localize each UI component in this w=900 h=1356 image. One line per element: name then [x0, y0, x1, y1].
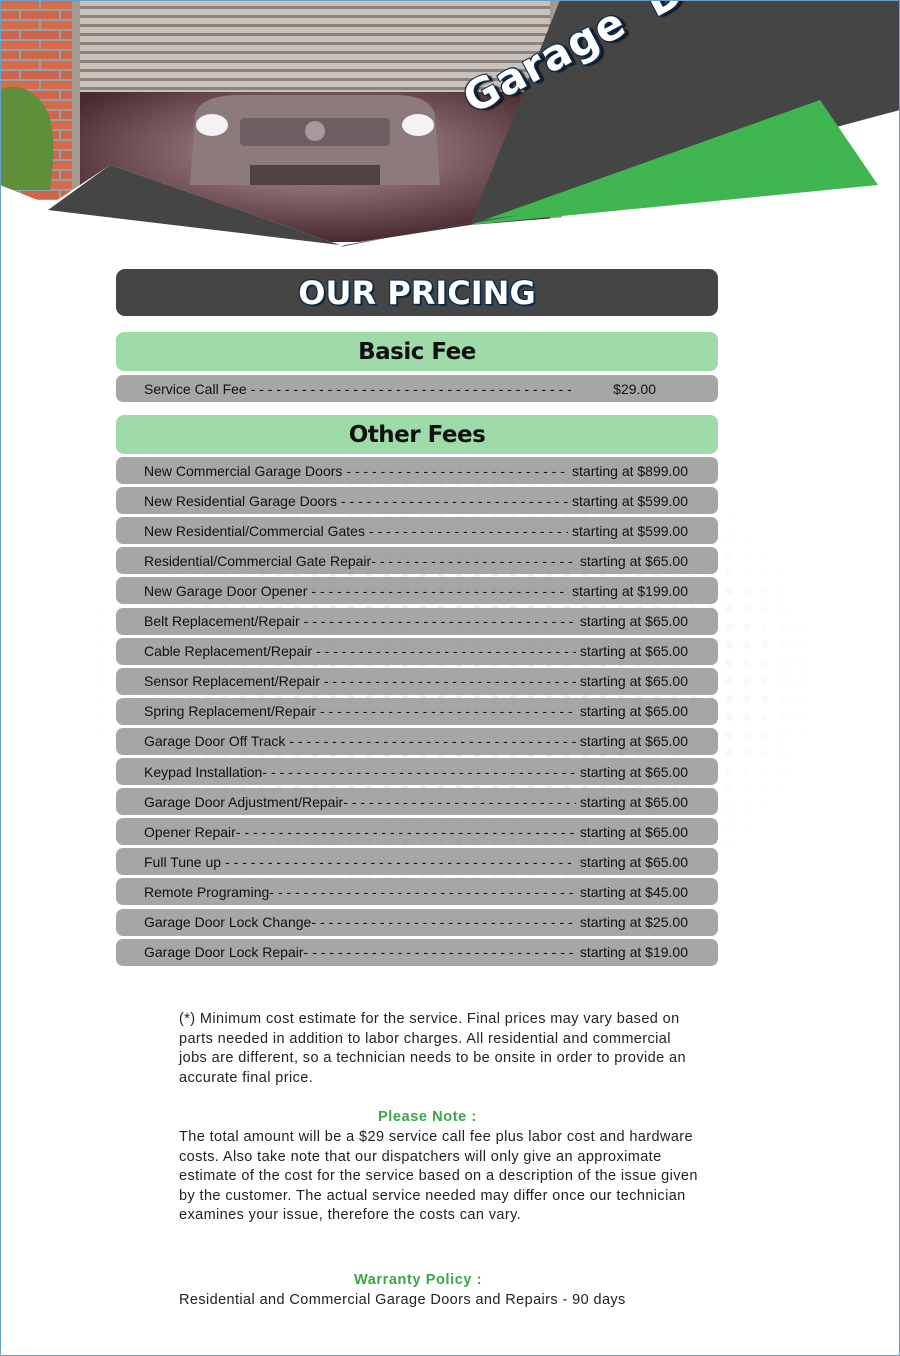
- dash-leader: [251, 381, 573, 397]
- price-label: New Commercial Garage Doors: [144, 462, 343, 479]
- price-label: Belt Replacement/Repair: [144, 613, 300, 629]
- warranty-text: Residential and Commercial Garage Doors …: [179, 1292, 626, 1308]
- please-note-text: The total amount will be a $29 service c…: [179, 1129, 698, 1223]
- other-fees-heading: Other Fees: [116, 415, 718, 454]
- price-value: starting at $65.00: [579, 823, 688, 840]
- price-label: Service Call Fee: [144, 380, 247, 397]
- dash-leader: [320, 703, 576, 719]
- price-label: Opener Repair-: [144, 823, 241, 840]
- price-row: Sensor Replacement/Repair starting at $65…: [116, 667, 718, 695]
- price-value: starting at $65.00: [579, 673, 688, 690]
- price-value: starting at $65.00: [579, 793, 688, 810]
- price-row: Residential/Commercial Gate Repair-start…: [116, 547, 718, 575]
- pricing-title: OUR PRICING: [298, 273, 536, 312]
- price-value: starting at $65.00: [579, 703, 688, 720]
- price-value: starting at $25.00: [579, 914, 688, 930]
- price-row: New Commercial Garage Doors starting at $…: [116, 457, 718, 484]
- price-value: $29.00: [613, 380, 656, 397]
- dash-leader: [278, 884, 576, 900]
- price-value: starting at $599.00: [572, 522, 688, 539]
- price-row: Keypad Installation-starting at $65.00: [116, 758, 718, 785]
- price-label: Garage Door Adjustment/Repair-: [144, 793, 348, 810]
- price-value: starting at $65.00: [579, 552, 688, 569]
- pricing-title-bar: OUR PRICING: [116, 269, 718, 316]
- price-label: New Garage Door Opener: [144, 582, 308, 599]
- price-value: starting at $65.00: [579, 763, 688, 780]
- basic-fee-heading: Basic Fee: [116, 332, 718, 371]
- price-row: Spring Replacement/Repair starting at $65…: [116, 697, 718, 725]
- dash-leader: [324, 673, 576, 689]
- dash-leader: [352, 794, 576, 810]
- dash-leader: [341, 493, 568, 509]
- price-value: starting at $599.00: [572, 492, 688, 509]
- hero-banner: [0, 0, 900, 250]
- price-label: Full Tune up: [144, 853, 222, 870]
- price-row: Opener Repair-starting at $65.00: [116, 818, 718, 846]
- price-value: starting at $65.00: [579, 733, 688, 750]
- price-value: starting at $899.00: [572, 462, 688, 479]
- dash-leader: [271, 764, 576, 780]
- dash-leader: [225, 854, 576, 870]
- price-value: starting at $65.00: [579, 853, 688, 870]
- dash-leader: [304, 613, 576, 629]
- car-image: [190, 95, 440, 185]
- price-row: New Residential Garage Doors starting at …: [116, 487, 718, 515]
- price-row: Full Tune up starting at $65.00: [116, 848, 718, 876]
- price-label: Residential/Commercial Gate Repair-: [144, 552, 376, 569]
- price-row: Garage Door Lock Change-starting at $25.…: [116, 908, 718, 936]
- price-label: Garage Door Lock Repair-: [144, 944, 309, 961]
- price-value: starting at $65.00: [579, 613, 688, 629]
- price-row: New Residential/Commercial Gates starting…: [116, 517, 718, 545]
- price-label: New Residential Garage Doors: [144, 492, 337, 509]
- price-row: Garage Door Off Track starting at $65.00: [116, 727, 718, 755]
- price-row: Garage Door Lock Repair-starting at $19.…: [116, 938, 718, 966]
- dash-leader: [311, 583, 568, 599]
- price-row: Cable Replacement/Repair starting at $65.…: [116, 637, 718, 665]
- dash-leader: [320, 914, 576, 930]
- price-label: New Residential/Commercial Gates: [144, 522, 365, 539]
- price-row: New Garage Door Opener starting at $199.0…: [116, 577, 718, 605]
- dash-leader: [245, 824, 576, 840]
- price-label: Remote Programing-: [144, 883, 274, 900]
- disclaimer-text: (*) Minimum cost estimate for the servic…: [179, 1011, 686, 1086]
- price-row: Belt Replacement/Repair starting at $65.0…: [116, 607, 718, 635]
- dash-leader: [312, 944, 576, 960]
- dash-leader: [369, 523, 568, 539]
- price-label: Sensor Replacement/Repair: [144, 673, 320, 690]
- price-row-service-call: Service Call Fee $29.00: [116, 375, 718, 402]
- price-label: Garage Door Lock Change-: [144, 914, 316, 930]
- price-value: starting at $19.00: [579, 944, 688, 961]
- dash-leader: [346, 463, 568, 479]
- price-value: starting at $199.00: [572, 582, 688, 599]
- price-value: starting at $65.00: [579, 643, 688, 660]
- dash-leader: [380, 553, 576, 569]
- price-label: Cable Replacement/Repair: [144, 643, 313, 660]
- price-value: starting at $45.00: [579, 883, 688, 900]
- warranty-heading: Warranty Policy :: [354, 1272, 483, 1288]
- please-note-heading: Please Note :: [378, 1109, 477, 1125]
- price-label: Garage Door Off Track: [144, 733, 286, 750]
- price-row: Garage Door Adjustment/Repair-starting a…: [116, 788, 718, 816]
- price-label: Spring Replacement/Repair: [144, 703, 316, 720]
- dash-leader: [289, 733, 575, 749]
- price-row: Remote Programing-starting at $45.00: [116, 878, 718, 906]
- dash-leader: [316, 643, 576, 659]
- price-label: Keypad Installation-: [144, 763, 267, 780]
